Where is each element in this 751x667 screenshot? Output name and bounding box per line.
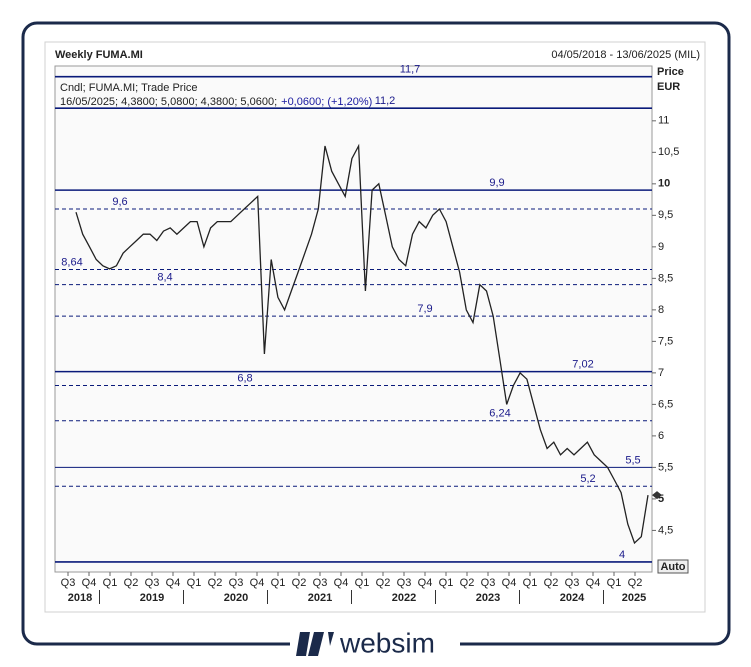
y-axis-label: Price (657, 66, 684, 78)
legend-ohlc: 16/05/2025; 4,3800; 5,0800; 4,3800; 5,06… (60, 96, 372, 108)
year-label: 2023 (476, 592, 500, 604)
level-label: 5,2 (580, 473, 595, 485)
x-tick-label: Q2 (292, 577, 307, 589)
x-tick-label: Q2 (460, 577, 475, 589)
level-label: 11,2 (375, 95, 396, 107)
x-tick-label: Q1 (523, 577, 538, 589)
y-tick-label: 5,5 (658, 461, 673, 473)
y-tick-label: 6,5 (658, 398, 673, 410)
x-tick-label: Q3 (397, 577, 412, 589)
level-label: 5,5 (625, 454, 640, 466)
x-tick-label: Q4 (418, 577, 433, 589)
x-tick-label: Q1 (103, 577, 118, 589)
level-label: 7,02 (572, 359, 593, 371)
x-tick-label: Q1 (355, 577, 370, 589)
year-label: 2025 (622, 592, 646, 604)
x-tick-label: Q2 (628, 577, 643, 589)
level-label: 11,7 (400, 64, 421, 76)
level-label: 9,6 (112, 196, 127, 208)
x-tick-label: Q3 (313, 577, 328, 589)
x-tick-label: Q1 (271, 577, 286, 589)
x-tick-label: Q1 (439, 577, 454, 589)
x-tick-label: Q4 (166, 577, 181, 589)
x-tick-label: Q4 (250, 577, 265, 589)
x-tick-label: Q3 (229, 577, 244, 589)
level-label: 7,9 (417, 303, 432, 315)
y-tick-label: 9,5 (658, 209, 673, 221)
level-label: 8,64 (61, 256, 82, 268)
plot-area (54, 65, 653, 573)
y-axis-unit: EUR (657, 81, 680, 93)
x-tick-label: Q3 (481, 577, 496, 589)
x-tick-label: Q4 (586, 577, 601, 589)
year-label: 2020 (224, 592, 248, 604)
level-label: 6,8 (237, 372, 252, 384)
year-label: 2022 (392, 592, 416, 604)
year-label: 2024 (560, 592, 585, 604)
x-tick-label: Q2 (376, 577, 391, 589)
x-tick-label: Q3 (565, 577, 580, 589)
x-tick-label: Q4 (82, 577, 97, 589)
year-label: 2018 (68, 592, 92, 604)
y-tick-label: 8 (658, 304, 664, 316)
legend-values: 16/05/2025; 4,3800; 5,0800; 4,3800; 5,06… (60, 96, 277, 108)
level-label: 9,9 (489, 177, 504, 189)
x-tick-label: Q3 (145, 577, 160, 589)
brand-logo (296, 632, 334, 656)
x-tick-label: Q1 (187, 577, 202, 589)
legend-change: +0,0600; (+1,20%) (281, 96, 372, 108)
y-tick-label: 11 (658, 115, 669, 127)
last-price-marker (652, 491, 662, 500)
date-range: 04/05/2018 - 13/06/2025 (MIL) (551, 49, 700, 61)
x-tick-label: Q2 (208, 577, 223, 589)
year-label: 2021 (308, 592, 332, 604)
y-tick-label: 10 (658, 178, 670, 190)
level-label: 6,24 (489, 408, 510, 420)
logo-icon (296, 632, 334, 656)
y-tick-label: 7 (658, 367, 664, 379)
y-tick-label: 7,5 (658, 335, 673, 347)
x-tick-label: Q1 (607, 577, 622, 589)
price-line (75, 143, 649, 545)
y-tick-label: 9 (658, 241, 664, 253)
x-tick-label: Q4 (334, 577, 349, 589)
legend: Cndl; FUMA.MI; Trade Price (60, 82, 198, 94)
auto-label[interactable]: Auto (660, 561, 685, 573)
year-label: 2019 (140, 592, 164, 604)
chart-layer: 4,5 5 5,5 6 6,5 7 7,5 8 8,5 9 9,5 10 10,5 11 Q3 Q4 Q1 Q2 Q… (55, 64, 679, 604)
y-tick-label: 4,5 (658, 524, 673, 536)
x-tick-label: Q2 (124, 577, 139, 589)
y-tick-label: 10,5 (658, 146, 679, 158)
y-tick-label: 5 (658, 493, 664, 505)
chart-title: Weekly FUMA.MI (55, 49, 143, 61)
y-tick-label: 8,5 (658, 272, 673, 284)
auto-button[interactable] (657, 559, 689, 574)
y-tick-label: 6 (658, 430, 664, 442)
x-tick-label: Q3 (61, 577, 76, 589)
x-tick-label: Q4 (502, 577, 517, 589)
x-tick-label: Q2 (544, 577, 559, 589)
brand-name: websim (339, 627, 435, 658)
level-label: 4 (619, 549, 625, 561)
level-label: 8,4 (157, 272, 172, 284)
